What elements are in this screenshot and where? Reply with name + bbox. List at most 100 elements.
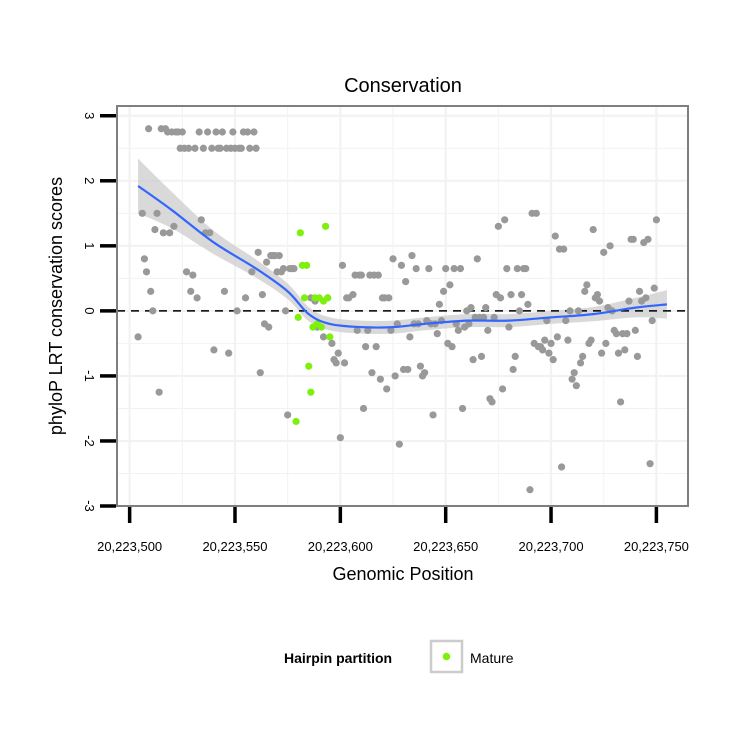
point-other [362,343,370,351]
point-other [374,271,382,279]
point-other [551,232,559,240]
x-tick-label: 20,223,650 [413,539,478,554]
point-mature [326,333,334,341]
y-tick-label: -2 [82,435,97,447]
point-other [629,235,637,243]
point-other [338,261,347,269]
smooth-line [137,185,668,329]
point-other [477,352,486,361]
point-other [541,336,549,344]
point-other [290,265,298,273]
point-other [191,144,199,152]
point-other [522,265,530,273]
point-other [262,258,271,266]
point-other [284,411,292,419]
point-other [454,326,462,334]
y-axis: -3 -2 -1 0 1 2 3 [82,112,116,512]
point-other [524,300,532,308]
point-other [600,248,608,256]
point-other [539,346,547,354]
point-other [587,336,595,344]
point-other [446,281,454,289]
point-other [545,349,553,357]
point-other [216,144,224,152]
point-other [583,281,591,289]
point-other [494,222,502,230]
point-other [589,225,597,234]
point-other [450,265,458,273]
point-other [336,434,344,442]
point-other [185,144,193,152]
point-mature [307,388,315,396]
point-other [206,229,214,237]
point-other [229,128,237,136]
point-mature [321,222,330,230]
point-other [553,333,561,341]
legend: Hairpin partition Mature [284,639,514,674]
point-other [237,144,245,152]
chart-title: Conservation [344,75,462,97]
y-axis-title: phyloP LRT conservation scores [46,177,66,435]
point-other [220,287,229,295]
point-other [564,336,572,344]
point-other [644,235,652,243]
point-other [149,307,157,315]
point-other [210,346,218,354]
point-other [182,268,191,276]
point-other [598,349,606,357]
point-other [159,229,167,237]
point-other [340,359,349,367]
point-other [635,287,644,295]
point-other [359,404,368,413]
point-other [187,287,195,295]
point-other [404,365,412,374]
point-mature [317,323,325,331]
y-tick-label: 2 [82,177,97,184]
point-other [560,245,568,253]
point-other [549,356,557,364]
point-other [496,294,505,302]
x-tick-label: 20,223,700 [519,539,584,554]
x-tick-label: 20,223,500 [97,539,162,554]
point-other [279,265,288,273]
point-other [425,265,433,273]
point-other [621,346,629,354]
point-other [265,323,273,331]
point-other [469,356,477,364]
y-tick-label: 3 [82,112,97,119]
point-other [572,382,580,390]
point-other [532,209,540,217]
point-other [442,265,450,273]
point-mature [292,417,300,426]
point-other [248,268,256,276]
y-tick-label: 0 [82,307,97,314]
point-other [511,352,519,361]
point-other [334,349,342,357]
point-other [484,326,492,334]
point-other [225,349,233,357]
point-other [515,307,524,315]
point-other [170,222,178,230]
point-other [574,307,583,315]
point-other [517,291,526,299]
y-tick-label: 1 [82,242,97,249]
points-other [134,125,660,494]
point-other [562,317,570,325]
point-other [501,216,509,224]
point-other [448,343,456,351]
point-other [579,352,587,361]
point-other [625,297,633,305]
point-other [218,128,226,136]
point-other [383,385,391,393]
point-other [204,128,212,136]
point-other [416,362,425,370]
point-other [178,128,186,136]
point-other [319,333,328,341]
point-other [458,404,467,413]
point-other [193,294,201,302]
point-other [250,128,258,136]
point-other [349,291,357,299]
point-other [507,291,515,299]
point-other [646,460,654,468]
point-other [147,287,155,295]
